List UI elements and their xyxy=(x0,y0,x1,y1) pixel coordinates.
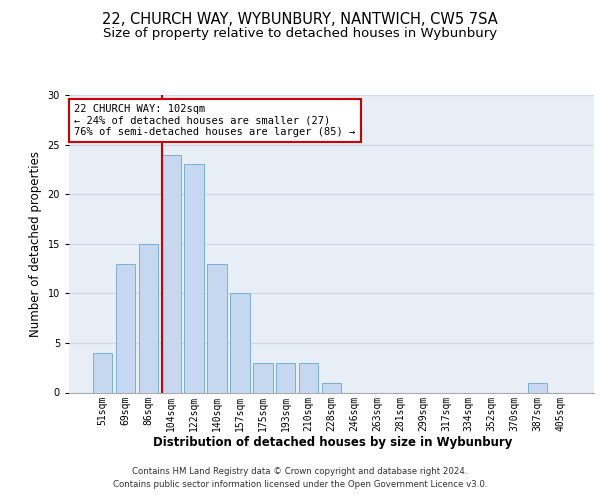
Bar xyxy=(116,264,135,392)
Y-axis label: Number of detached properties: Number of detached properties xyxy=(29,151,42,337)
Text: Size of property relative to detached houses in Wybunbury: Size of property relative to detached ho… xyxy=(103,28,497,40)
Bar xyxy=(276,363,295,392)
Bar xyxy=(93,353,112,393)
Text: Contains HM Land Registry data © Crown copyright and database right 2024.: Contains HM Land Registry data © Crown c… xyxy=(132,467,468,476)
Bar xyxy=(253,363,272,392)
Bar xyxy=(528,382,547,392)
Text: 22 CHURCH WAY: 102sqm
← 24% of detached houses are smaller (27)
76% of semi-deta: 22 CHURCH WAY: 102sqm ← 24% of detached … xyxy=(74,104,355,137)
Bar xyxy=(230,294,250,392)
Text: Contains public sector information licensed under the Open Government Licence v3: Contains public sector information licen… xyxy=(113,480,487,489)
Bar xyxy=(161,154,181,392)
Bar xyxy=(139,244,158,392)
Bar xyxy=(299,363,319,392)
Bar xyxy=(322,382,341,392)
Text: Distribution of detached houses by size in Wybunbury: Distribution of detached houses by size … xyxy=(154,436,512,449)
Bar xyxy=(208,264,227,392)
Bar xyxy=(184,164,204,392)
Text: 22, CHURCH WAY, WYBUNBURY, NANTWICH, CW5 7SA: 22, CHURCH WAY, WYBUNBURY, NANTWICH, CW5… xyxy=(102,12,498,28)
